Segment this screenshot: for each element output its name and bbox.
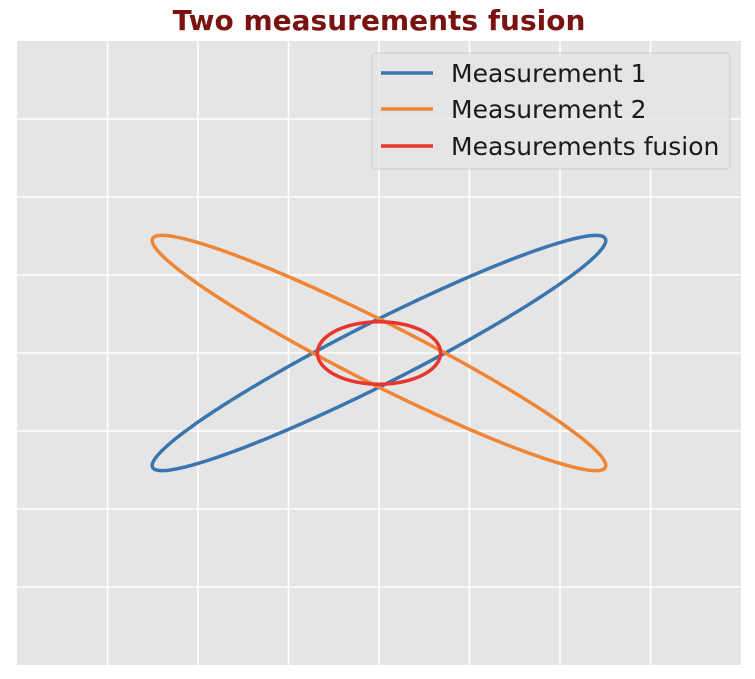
series-ellipse-measurement-2 <box>150 233 608 473</box>
series-layer <box>150 233 608 473</box>
legend-label-measurement-2: Measurement 2 <box>451 95 646 124</box>
legend-label-measurement-1: Measurement 1 <box>451 59 646 88</box>
legend-box <box>371 52 731 170</box>
chart-title: Two measurements fusion <box>173 4 586 37</box>
series-ellipse-measurements-fusion <box>315 320 443 386</box>
legend: Measurement 1 Measurement 2 Measurements… <box>371 52 731 170</box>
series-ellipse-measurement-1 <box>150 233 608 473</box>
legend-label-measurements-fusion: Measurements fusion <box>451 132 719 161</box>
